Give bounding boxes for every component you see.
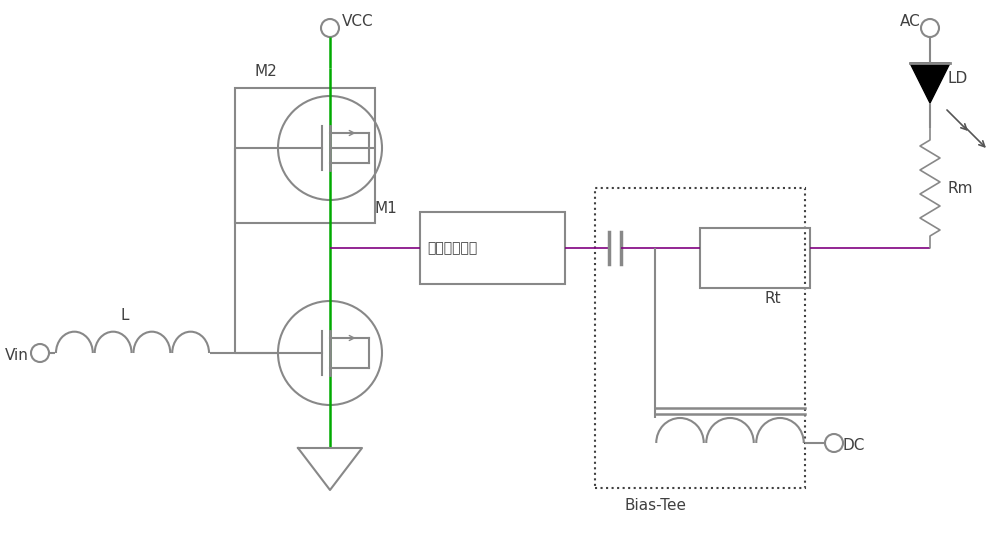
Text: LD: LD (947, 71, 967, 86)
Bar (700, 228, 810, 288)
Text: VCC: VCC (342, 14, 374, 29)
Text: Vin: Vin (5, 348, 29, 363)
Text: Rm: Rm (947, 181, 973, 196)
Text: L: L (120, 308, 128, 323)
Text: AC: AC (900, 14, 921, 29)
Text: M2: M2 (255, 64, 278, 79)
Text: 宽带阻抗匹配: 宽带阻抗匹配 (427, 241, 477, 255)
Text: DC: DC (842, 438, 864, 453)
Bar (235, 88, 375, 223)
Text: Bias-Tee: Bias-Tee (625, 498, 687, 513)
Text: M1: M1 (375, 201, 398, 216)
Bar (420, 212, 565, 284)
Text: Rt: Rt (765, 291, 782, 306)
Bar (595, 188, 805, 488)
Polygon shape (910, 63, 950, 103)
